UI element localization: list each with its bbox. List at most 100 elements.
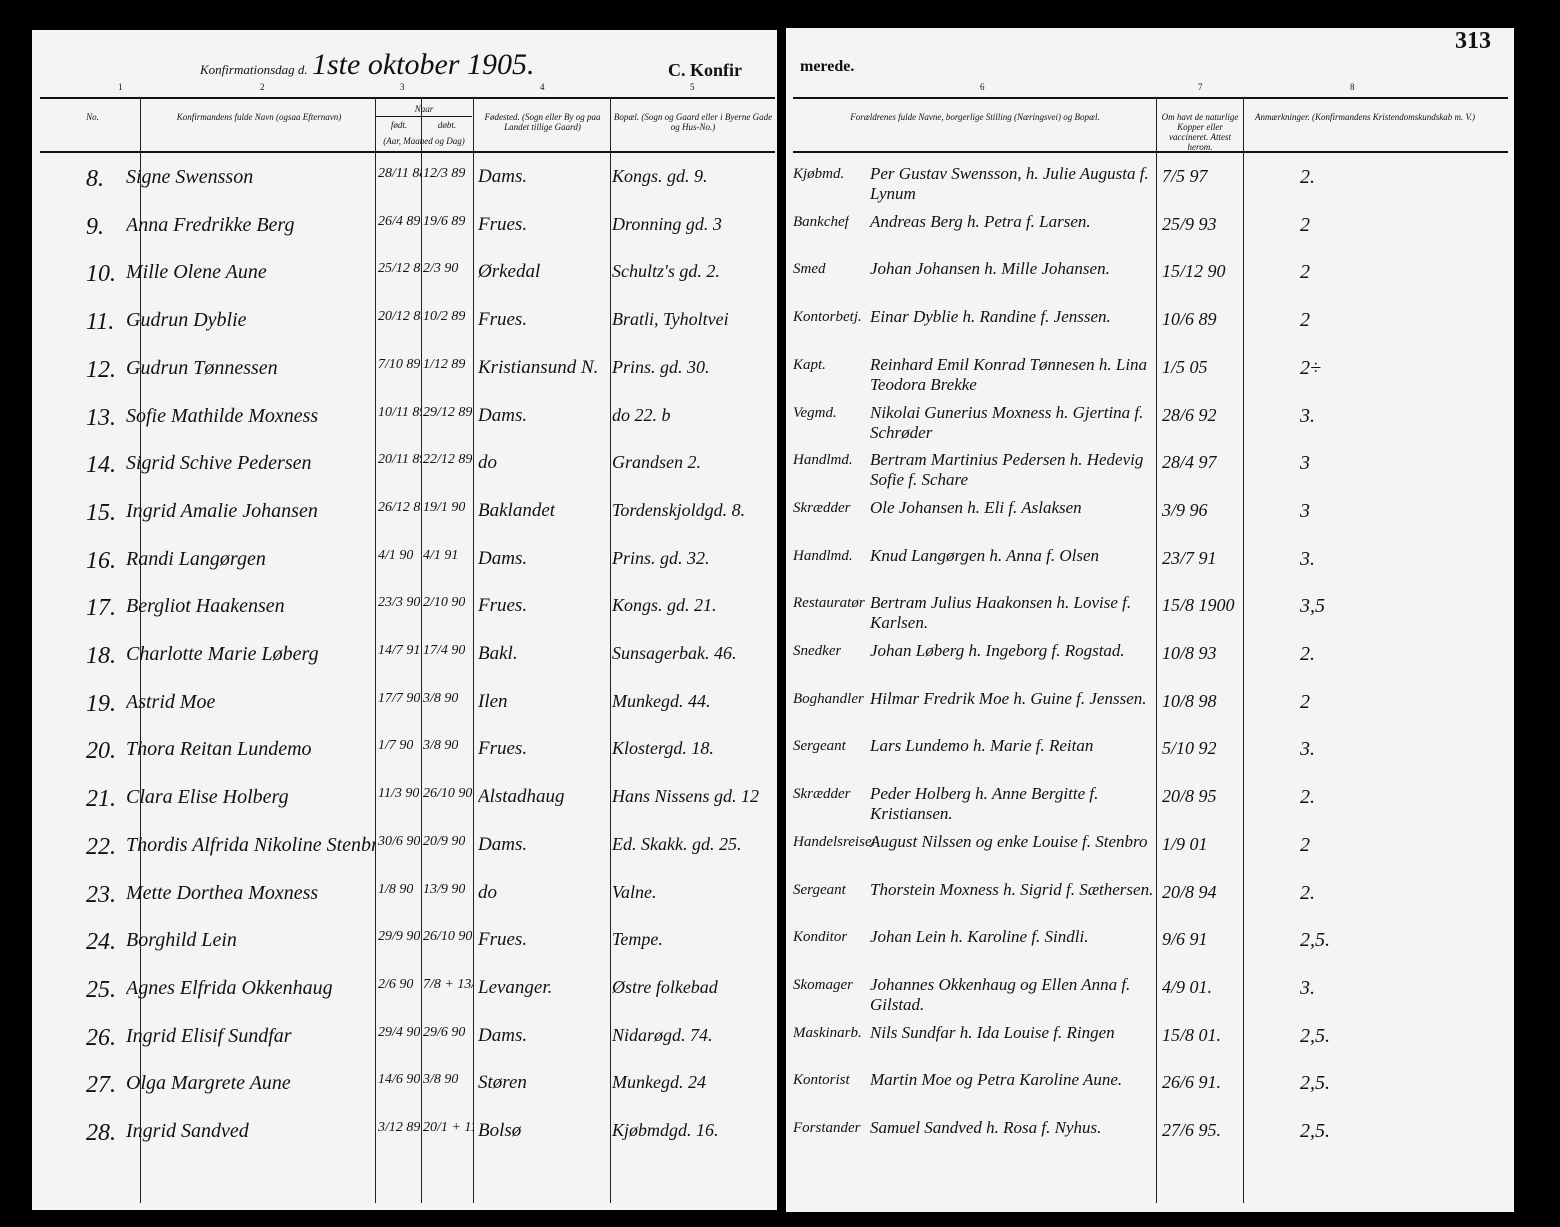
cell-parents: Nikolai Gunerius Moxness h. Gjertina f. …: [870, 402, 1144, 442]
cell-born: 7/10 89: [378, 356, 421, 372]
cell-name: Gudrun Tønnessen: [126, 356, 278, 379]
cell-residence: Prins. gd. 30.: [612, 356, 710, 377]
cell-remarks: 2.: [1300, 166, 1315, 188]
cell-baptized: 19/6 89: [423, 213, 466, 229]
cell-birthplace: Frues.: [478, 309, 528, 331]
cell-no: 15.: [86, 499, 116, 526]
cell-birthplace: Frues.: [478, 929, 528, 951]
cell-born: 1/8 90: [378, 881, 414, 897]
cell-remarks: 2.: [1300, 786, 1315, 809]
cell-born: 10/11 89: [378, 404, 422, 420]
cell-vaccination: 28/4 97: [1162, 452, 1217, 473]
cell-born: 29/4 90: [378, 1024, 421, 1040]
cell-parents: Bertram Julius Haakonsen h. Lovise f. Ka…: [870, 593, 1132, 633]
cell-remarks: 3: [1300, 499, 1310, 522]
cell-name: Astrid Moe: [126, 690, 216, 713]
cell-birthplace: Kristiansund N.: [478, 356, 599, 378]
cell-vaccination: 7/5 97: [1162, 166, 1208, 186]
cell-residence: Valne.: [612, 881, 657, 902]
column-rule: [421, 116, 422, 152]
cell-residence: Kongs. gd. 21.: [612, 595, 717, 616]
cell-vaccination: 3/9 96: [1162, 499, 1208, 520]
column-rule: [1243, 98, 1244, 1203]
section-title-right: merede.: [800, 58, 855, 75]
cell-remarks: 2.: [1300, 881, 1315, 904]
cell-remarks: 3.: [1300, 976, 1315, 999]
rule: [793, 151, 1508, 153]
cell-remarks: 3: [1300, 452, 1310, 475]
cell-name: Mette Dorthea Moxness: [126, 881, 319, 904]
cell-born: 26/12 89: [378, 499, 422, 515]
cell-parents: Ole Johansen h. Eli f. Aslaksen: [870, 497, 1082, 517]
cell-occupation: Kapt.: [793, 356, 826, 373]
cell-remarks: 3.: [1300, 404, 1315, 427]
cell-parents: Johan Lein h. Karoline f. Sindli.: [870, 927, 1089, 947]
cell-no: 13.: [86, 404, 116, 431]
cell-no: 20.: [86, 738, 116, 765]
cell-name: Signe Swensson: [126, 166, 254, 188]
cell-baptized: 12/3 89: [423, 166, 466, 181]
cell-occupation: Restauratør: [793, 595, 865, 612]
cell-no: 10.: [86, 261, 116, 288]
cell-vaccination: 28/6 92: [1162, 404, 1217, 425]
cell-parents: Einar Dyblie h. Randine f. Jenssen.: [870, 307, 1111, 327]
cell-residence: Ed. Skakk. gd. 25.: [612, 833, 742, 854]
cell-remarks: 2.: [1300, 643, 1315, 665]
cell-parents: Thorstein Moxness h. Sigrid f. Sæthersen…: [870, 879, 1154, 899]
cell-baptized: 2/3 90: [423, 261, 459, 277]
column-header: døbt.: [437, 120, 457, 130]
cell-remarks: 2: [1300, 309, 1310, 332]
cell-residence: Sunsagerbak. 46.: [612, 643, 737, 663]
cell-birthplace: Frues.: [478, 738, 528, 760]
cell-residence: Klostergd. 18.: [612, 738, 714, 759]
cell-parents: Per Gustav Swensson, h. Julie Augusta f.…: [870, 164, 1149, 203]
column-header: (Aar, Maaned og Dag): [383, 136, 465, 146]
cell-occupation: Konditor: [793, 929, 848, 946]
cell-occupation: Sergeant: [793, 738, 846, 755]
cell-residence: Østre folkebad: [612, 976, 718, 997]
cell-residence: Prins. gd. 32.: [612, 547, 710, 568]
cell-parents: Bertram Martinius Pedersen h. Hedevig So…: [870, 450, 1144, 490]
cell-remarks: 2: [1300, 833, 1310, 856]
cell-born: 2/6 90: [378, 976, 414, 992]
cell-vaccination: 27/6 95.: [1162, 1120, 1222, 1140]
cell-baptized: 3/8 90: [423, 690, 459, 706]
cell-parents: Johan Løberg h. Ingeborg f. Rogstad.: [870, 641, 1125, 660]
cell-name: Agnes Elfrida Okkenhaug: [126, 976, 333, 999]
cell-parents: Samuel Sandved h. Rosa f. Nyhus.: [870, 1118, 1102, 1137]
cell-occupation: Kjøbmd.: [793, 166, 845, 182]
rule: [793, 97, 1508, 99]
cell-parents: August Nilssen og enke Louise f. Stenbro: [870, 831, 1148, 851]
date-label: Konfirmationsdag d.: [200, 62, 308, 77]
cell-parents: Hilmar Fredrik Moe h. Guine f. Jenssen.: [870, 688, 1147, 708]
cell-remarks: 2: [1300, 213, 1310, 236]
cell-remarks: 2: [1300, 690, 1310, 713]
cell-baptized: 17/4 90: [423, 643, 466, 658]
cell-baptized: 20/9 90: [423, 833, 466, 849]
cell-parents: Knud Langørgen h. Anna f. Olsen: [870, 545, 1100, 565]
page-number: 313: [1455, 28, 1491, 54]
cell-birthplace: Dams.: [478, 404, 528, 426]
cell-born: 20/12 88: [378, 309, 422, 325]
cell-baptized: 19/1 90: [423, 499, 466, 515]
cell-occupation: Maskinarb.: [793, 1024, 862, 1041]
column-header: Fødested. (Sogn eller By og paa Landet t…: [484, 112, 601, 132]
cell-occupation: Kontorist: [793, 1072, 850, 1089]
cell-occupation: Smed: [793, 261, 826, 278]
cell-occupation: Handelsreisende: [793, 833, 875, 850]
cell-baptized: 3/8 90: [423, 1072, 459, 1088]
cell-parents: Martin Moe og Petra Karoline Aune.: [870, 1070, 1123, 1090]
right-page: [786, 28, 1514, 1212]
cell-no: 9.: [86, 213, 104, 240]
cell-vaccination: 9/6 91: [1162, 929, 1208, 950]
cell-remarks: 2: [1300, 261, 1310, 284]
rule: [40, 97, 775, 99]
cell-birthplace: Frues.: [478, 595, 528, 617]
cell-birthplace: do: [478, 881, 497, 903]
cell-residence: Tempe.: [612, 929, 663, 950]
cell-vaccination: 15/8 1900: [1162, 595, 1235, 616]
column-header: No.: [86, 112, 99, 122]
cell-birthplace: Dams.: [478, 547, 528, 569]
cell-occupation: Handlmd.: [793, 547, 853, 564]
